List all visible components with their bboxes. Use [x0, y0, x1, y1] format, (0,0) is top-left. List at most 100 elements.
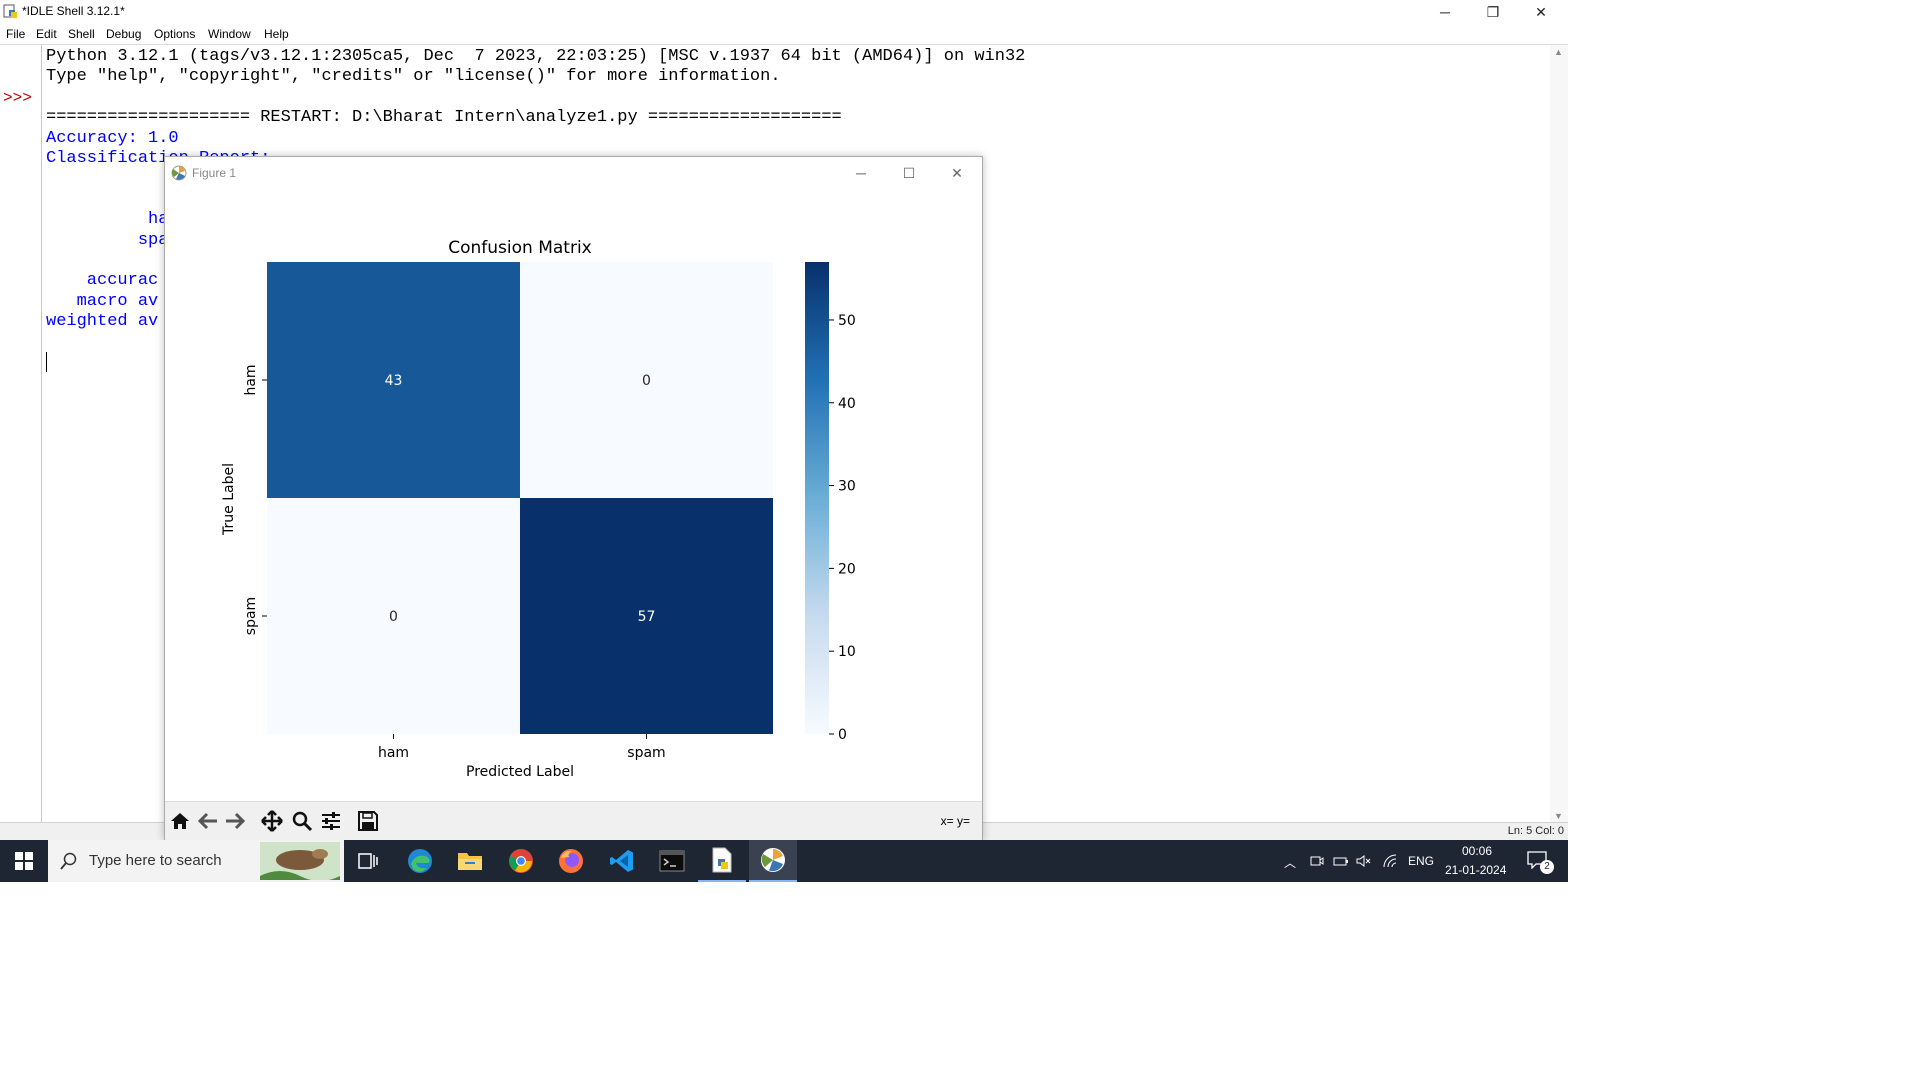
menu-bar: File Edit Shell Debug Options Window Hel…: [0, 24, 1568, 44]
shell-output-line: Accuracy: 1.0: [46, 129, 179, 148]
figure-minimize-button[interactable]: ─: [856, 165, 866, 181]
heatmap-cell: [267, 498, 520, 734]
figure-title-bar: Figure 1 ─ ☐ ✕: [165, 157, 982, 189]
show-hidden-icons-icon[interactable]: ︿: [1284, 856, 1297, 870]
menu-shell[interactable]: Shell: [68, 27, 95, 41]
shell-line: ==================== RESTART: D:\Bharat …: [46, 108, 842, 127]
cell-value-label: 57: [638, 609, 656, 625]
colorbar-tick-label: 0: [838, 727, 847, 743]
heatmap-cell: [520, 262, 773, 498]
windows-logo-icon: [15, 852, 33, 870]
colorbar-tick-label: 20: [838, 561, 856, 577]
close-button[interactable]: ✕: [1535, 3, 1547, 20]
prompt-gutter: >>>: [0, 45, 42, 823]
menu-edit[interactable]: Edit: [36, 27, 57, 41]
shell-output-line: weighted av: [46, 312, 159, 331]
file-explorer-icon[interactable]: [446, 840, 494, 882]
search-placeholder: Type here to search: [89, 852, 222, 869]
x-tick-label: spam: [627, 745, 665, 761]
battery-icon[interactable]: [1333, 854, 1349, 868]
shell-line: Python 3.12.1 (tags/v3.12.1:2305ca5, Dec…: [46, 47, 1026, 66]
vscode-icon[interactable]: [598, 840, 646, 882]
heatmap-cell: [520, 498, 773, 734]
chrome-icon[interactable]: [497, 840, 545, 882]
colorbar-tick-label: 10: [838, 644, 856, 660]
taskbar-search-box[interactable]: Type here to search: [48, 840, 344, 882]
colorbar-ticks: 0 10 20 30 40 50: [829, 313, 856, 743]
task-view-icon[interactable]: [344, 840, 392, 882]
clock-date[interactable]: 21-01-2024: [1445, 863, 1507, 877]
scroll-down-icon[interactable]: ▼: [1554, 811, 1563, 821]
terminal-icon[interactable]: [648, 840, 696, 882]
shell-output-line: spa: [46, 231, 169, 250]
cell-value-label: 43: [385, 373, 403, 389]
y-tick-label: ham: [243, 364, 259, 395]
idle-app-icon: [3, 4, 17, 18]
x-tick-label: ham: [378, 745, 409, 761]
shell-line: Type "help", "copyright", "credits" or "…: [46, 67, 781, 86]
shell-output-line: ha: [46, 210, 169, 229]
window-title: *IDLE Shell 3.12.1*: [22, 4, 125, 18]
wifi-icon[interactable]: [1382, 854, 1398, 868]
volume-muted-icon[interactable]: [1356, 854, 1372, 868]
colorbar-tick-label: 40: [838, 396, 856, 412]
search-highlight-art: [260, 842, 340, 880]
menu-window[interactable]: Window: [208, 27, 251, 41]
shell-prompt: >>>: [3, 89, 32, 107]
forward-icon[interactable]: [222, 810, 248, 832]
clock-time[interactable]: 00:06: [1462, 844, 1493, 858]
vertical-scrollbar[interactable]: ▲ ▼: [1550, 45, 1568, 823]
x-axis-label: Predicted Label: [466, 764, 574, 780]
start-button[interactable]: [0, 840, 48, 882]
scroll-up-icon[interactable]: ▲: [1554, 47, 1563, 57]
menu-file[interactable]: File: [6, 27, 26, 41]
menu-options[interactable]: Options: [154, 27, 196, 41]
confusion-matrix-chart[interactable]: Confusion Matrix 43 00 57 ham spam hamspam …: [165, 189, 982, 801]
minimize-button[interactable]: ─: [1440, 4, 1450, 20]
cell-value-label: 0: [642, 373, 651, 389]
matplotlib-figure-icon[interactable]: [749, 840, 797, 882]
notification-count-badge: 2: [1540, 860, 1554, 874]
figure-toolbar: x= y=: [165, 801, 982, 840]
menu-debug[interactable]: Debug: [106, 27, 142, 41]
configure-icon[interactable]: [318, 810, 344, 832]
figure-maximize-button[interactable]: ☐: [902, 164, 916, 181]
figure-title: Figure 1: [192, 166, 237, 180]
notification-center-button[interactable]: 2: [1520, 840, 1564, 882]
meet-now-icon[interactable]: [1310, 854, 1324, 868]
zoom-icon[interactable]: [289, 810, 315, 832]
title-bar: *IDLE Shell 3.12.1* ─ ❐ ✕: [0, 0, 1568, 24]
save-icon[interactable]: [355, 810, 381, 832]
colorbar-tick-label: 50: [838, 313, 856, 329]
taskbar: Type here to search ︿ ENG 00:06 21-01-2: [0, 840, 1568, 882]
heatmap-cells: 43 0 0 57: [267, 262, 773, 734]
y-axis: ham spam: [243, 364, 267, 635]
cell-value-label: 0: [389, 609, 398, 625]
heatmap-cell: [267, 262, 520, 498]
x-axis: ham spam: [378, 734, 666, 761]
restore-button[interactable]: ❐: [1486, 3, 1500, 20]
input-language-indicator[interactable]: ENG: [1408, 854, 1435, 868]
y-tick-label: spam: [243, 597, 259, 635]
shell-output-line: accurac: [46, 271, 159, 290]
figure-window: Figure 1 ─ ☐ ✕ Confusion Matrix 43 0 0 57 h…: [164, 156, 983, 841]
cursor-position: Ln: 5 Col: 0: [1507, 825, 1564, 837]
matplotlib-icon: [171, 165, 187, 181]
shell-output-line: macro av: [46, 292, 159, 311]
idle-icon[interactable]: [698, 840, 746, 882]
chart-title: Confusion Matrix: [448, 238, 592, 258]
colorbar: [805, 262, 829, 734]
search-icon: [60, 852, 77, 870]
colorbar-tick-label: 30: [838, 479, 856, 495]
back-icon[interactable]: [195, 810, 221, 832]
firefox-icon[interactable]: [547, 840, 595, 882]
text-cursor: [46, 352, 47, 372]
edge-icon[interactable]: [396, 840, 444, 882]
notification-icon: [1527, 851, 1547, 869]
y-axis-label: True Label: [221, 463, 237, 536]
pan-icon[interactable]: [259, 810, 285, 832]
figure-close-button[interactable]: ✕: [951, 164, 963, 181]
shell-text-area[interactable]: >>> Python 3.12.1 (tags/v3.12.1:2305ca5,…: [0, 44, 1568, 823]
home-icon[interactable]: [167, 810, 193, 832]
menu-help[interactable]: Help: [264, 27, 289, 41]
